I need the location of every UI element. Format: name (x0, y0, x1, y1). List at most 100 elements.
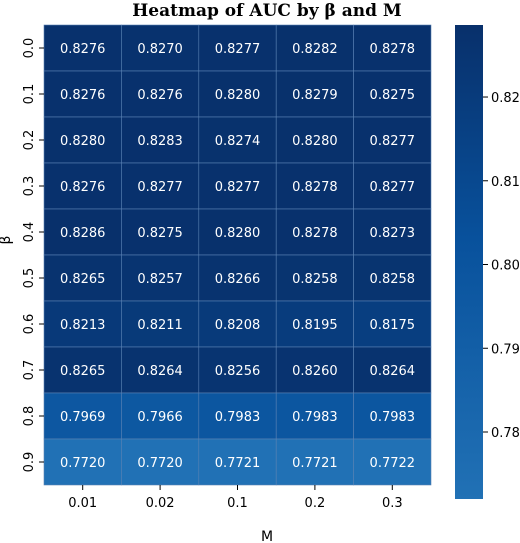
heatmap-cell (121, 346, 200, 394)
heatmap-cell (353, 24, 432, 72)
x-tick-label: 0.02 (146, 496, 175, 511)
heatmap-cell (43, 208, 122, 256)
heatmap-cell (353, 162, 432, 210)
heatmap-cell (198, 346, 277, 394)
cell-value-label: 0.8277 (215, 180, 261, 195)
cell-value-label: 0.8256 (215, 364, 261, 379)
cell-value-label: 0.8277 (215, 42, 261, 57)
colorbar-tick-label: 0.80 (491, 259, 520, 274)
y-axis-ticks: 0.0 0.1 0.2 0.3 0.4 0.5 0.6 0.7 0.8 0.9 (22, 38, 44, 472)
cell-value-label: 0.8278 (370, 42, 416, 57)
heatmap-cells: 0.8276 0.8270 0.8277 0.8282 0.8278 0.8276 0.82… (43, 24, 432, 486)
cell-value-label: 0.7721 (292, 456, 338, 471)
heatmap-cell (353, 438, 432, 486)
heatmap-cell (198, 116, 277, 164)
y-axis-label: β (0, 236, 14, 245)
y-tick-label: 0.8 (22, 406, 37, 427)
cell-value-label: 0.7983 (215, 410, 261, 425)
cell-value-label: 0.8274 (215, 134, 261, 149)
cell-value-label: 0.8258 (370, 272, 416, 287)
heatmap-cell (275, 116, 354, 164)
y-tick-label: 0.4 (22, 222, 37, 243)
heatmap-cell (198, 162, 277, 210)
cell-value-label: 0.8280 (215, 88, 261, 103)
cell-value-label: 0.7969 (60, 410, 106, 425)
y-tick-label: 0.1 (22, 84, 37, 105)
colorbar-ticks: 0.78 0.79 0.80 0.81 0.82 (483, 91, 520, 441)
heatmap-cell (198, 438, 277, 486)
heatmap-cell (121, 438, 200, 486)
cell-value-label: 0.8258 (292, 272, 338, 287)
x-tick-label: 0.01 (68, 496, 97, 511)
cell-value-label: 0.8277 (370, 180, 416, 195)
heatmap-cell (198, 392, 277, 440)
heatmap-cell (353, 346, 432, 394)
cell-value-label: 0.8276 (60, 180, 106, 195)
cell-value-label: 0.8257 (137, 272, 183, 287)
cell-value-label: 0.8175 (370, 318, 416, 333)
colorbar (455, 25, 483, 499)
cell-value-label: 0.8276 (60, 88, 106, 103)
cell-value-label: 0.7966 (137, 410, 183, 425)
cell-value-label: 0.8195 (292, 318, 338, 333)
x-axis-ticks: 0.01 0.02 0.1 0.2 0.3 (68, 485, 403, 511)
cell-value-label: 0.8213 (60, 318, 106, 333)
heatmap-cell (275, 254, 354, 302)
heatmap-cell (353, 300, 432, 348)
x-tick-label: 0.1 (227, 496, 248, 511)
heatmap-cell (353, 116, 432, 164)
cell-value-label: 0.8277 (137, 180, 183, 195)
cell-value-label: 0.8280 (292, 134, 338, 149)
cell-value-label: 0.8275 (370, 88, 416, 103)
colorbar-tick-label: 0.79 (491, 342, 520, 357)
heatmap-cell (275, 24, 354, 72)
heatmap-cell (275, 162, 354, 210)
heatmap-cell (43, 24, 122, 72)
heatmap-cell (353, 254, 432, 302)
cell-value-label: 0.8277 (370, 134, 416, 149)
cell-value-label: 0.8283 (137, 134, 183, 149)
cell-value-label: 0.7722 (370, 456, 416, 471)
heatmap-cell (121, 116, 200, 164)
heatmap-cell (121, 392, 200, 440)
cell-value-label: 0.8273 (370, 226, 416, 241)
cell-value-label: 0.8280 (60, 134, 106, 149)
heatmap-cell (275, 346, 354, 394)
colorbar-tick-label: 0.82 (491, 91, 520, 106)
cell-value-label: 0.7721 (215, 456, 261, 471)
x-tick-label: 0.2 (305, 496, 326, 511)
heatmap-cell (121, 162, 200, 210)
y-tick-label: 0.0 (22, 38, 37, 59)
heatmap-cell (43, 346, 122, 394)
cell-value-label: 0.8279 (292, 88, 338, 103)
cell-value-label: 0.8278 (292, 180, 338, 195)
chart-title: Heatmap of AUC by β and M (132, 1, 402, 21)
cell-value-label: 0.7983 (370, 410, 416, 425)
cell-value-label: 0.8208 (215, 318, 261, 333)
heatmap-cell (353, 208, 432, 256)
y-tick-label: 0.3 (22, 176, 37, 197)
heatmap-cell (43, 70, 122, 118)
cell-value-label: 0.8265 (60, 272, 106, 287)
cell-value-label: 0.8278 (292, 226, 338, 241)
cell-value-label: 0.8276 (137, 88, 183, 103)
cell-value-label: 0.7983 (292, 410, 338, 425)
x-tick-label: 0.3 (382, 496, 403, 511)
heatmap-cell (353, 70, 432, 118)
cell-value-label: 0.8282 (292, 42, 338, 57)
heatmap-cell (43, 438, 122, 486)
cell-value-label: 0.8286 (60, 226, 106, 241)
heatmap-cell (198, 254, 277, 302)
cell-value-label: 0.8270 (137, 42, 183, 57)
y-tick-label: 0.6 (22, 314, 37, 335)
cell-value-label: 0.7720 (137, 456, 183, 471)
heatmap-cell (121, 24, 200, 72)
cell-value-label: 0.8266 (215, 272, 261, 287)
y-tick-label: 0.7 (22, 360, 37, 381)
cell-value-label: 0.8264 (137, 364, 183, 379)
cell-value-label: 0.8211 (137, 318, 183, 333)
cell-value-label: 0.8276 (60, 42, 106, 57)
heatmap-cell (353, 392, 432, 440)
x-axis-label: M (261, 529, 273, 543)
